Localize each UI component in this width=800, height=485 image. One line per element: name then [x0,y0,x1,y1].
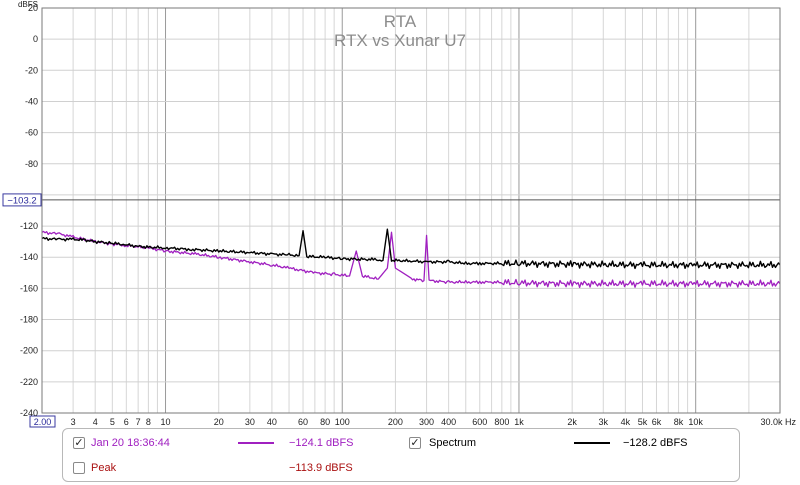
plot-area [42,8,780,413]
chart-subtitle: RTX vs Xunar U7 [334,31,466,50]
y-tick-label: -200 [20,346,38,356]
x-tick-label: 8 [146,417,151,427]
spectrum-swatch [574,442,610,444]
y-tick-label: -140 [20,252,38,262]
cursor-value-box [2,193,42,207]
x-min-label: 2.00 [34,417,52,427]
x-tick-label: 600 [472,417,487,427]
cursor-layer: −103.2 [2,193,780,207]
x-tick-label: 6 [124,417,129,427]
y-tick-label: -80 [25,159,38,169]
spectrum-value: −128.2 dBFS [623,437,688,449]
spectrum-checkbox[interactable]: ✓ [409,437,421,449]
y-tick-label: -240 [20,408,38,418]
series1-value: −124.1 dBFS [289,437,354,449]
x-tick-label: 8k [674,417,684,427]
x-tick-label: 3k [599,417,609,427]
x-tick-label: 60 [298,417,308,427]
rta-chart: −103.2 3 4 5 6 7 8 10 20 30 40 60 80 100 200 300 400 600… [2,0,796,428]
x-tick-label: 80 [320,417,330,427]
series-jan20-line [41,230,781,289]
series1-checkbox[interactable]: ✓ [73,437,85,449]
series1-label: Jan 20 18:36:44 [91,437,170,449]
y-tick-labels: 20 0 -20 -40 -60 -80 -120 -140 -160 -180 -200 -220 -… [20,3,38,418]
x-tick-label: 5 [110,417,115,427]
cursor-value-label: −103.2 [7,195,36,206]
series-spectrum-line [41,228,781,270]
x-tick-label: 4 [93,417,98,427]
y-axis-label: dBFS [18,0,38,9]
peak-checkbox[interactable] [73,462,85,474]
x-tick-label: 40 [267,417,277,427]
x-tick-label: 100 [335,417,350,427]
x-tick-label: 1k [514,417,524,427]
x-tick-label: 30.0k Hz [760,417,796,427]
y-tick-label: -180 [20,315,38,325]
legend-row-1: ✓ Jan 20 18:36:44 −124.1 dBFS ✓ Spectrum… [63,432,739,454]
x-tick-label: 300 [419,417,434,427]
x-tick-label: 2k [567,417,577,427]
x-tick-label: 400 [441,417,456,427]
legend-row-2: Peak −113.9 dBFS [63,457,739,479]
x-tick-label: 3 [71,417,76,427]
plot-border [41,7,781,414]
y-tick-label: 0 [33,34,38,44]
series1-swatch [238,442,274,444]
x-tick-label: 4k [621,417,631,427]
series-layer [41,228,781,289]
x-tick-label: 6k [652,417,662,427]
y-tick-label: 20 [28,3,38,13]
peak-label: Peak [91,462,117,474]
peak-value: −113.9 dBFS [289,462,353,474]
x-tick-label: 30 [245,417,255,427]
x-tick-label: 800 [494,417,509,427]
y-tick-label: -220 [20,377,38,387]
y-tick-label: -60 [25,128,38,138]
legend-panel: ✓ Jan 20 18:36:44 −124.1 dBFS ✓ Spectrum… [62,428,740,482]
x-tick-label: 10 [161,417,171,427]
x-tick-label: 7 [136,417,141,427]
x-tick-label: 5k [638,417,648,427]
y-tick-label: -160 [20,283,38,293]
x-tick-label: 10k [688,417,703,427]
chart-title: RTA [384,12,417,31]
spectrum-label: Spectrum [429,437,477,449]
x-tick-label: 20 [214,417,224,427]
x-tick-labels: 3 4 5 6 7 8 10 20 30 40 60 80 100 200 300 400 600 800 1k 2k… [29,415,796,428]
y-tick-label: -120 [20,221,38,231]
x-min-box [29,415,56,428]
x-tick-label: 200 [388,417,403,427]
y-tick-label: -40 [25,96,38,106]
y-tick-label: -20 [25,65,38,75]
